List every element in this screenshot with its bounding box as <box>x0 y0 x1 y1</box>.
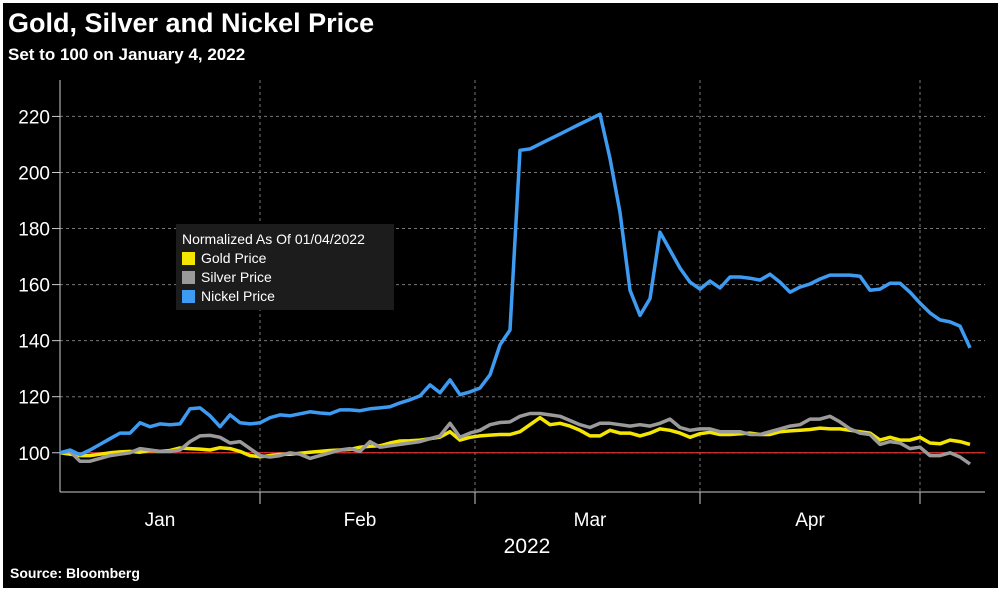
legend-swatch <box>182 290 195 303</box>
x-axis-label: 2022 <box>504 535 551 558</box>
legend: Normalized As Of 01/04/2022 Gold Price Sil… <box>176 224 394 310</box>
x-tick-label: Feb <box>344 510 377 531</box>
y-tick-label: 100 <box>18 444 50 465</box>
y-tick-label: 180 <box>18 220 50 241</box>
y-tick-label: 200 <box>18 163 50 184</box>
legend-swatch <box>182 271 195 284</box>
legend-title: Normalized As Of 01/04/2022 <box>182 231 365 247</box>
source: Source: Bloomberg <box>10 565 140 581</box>
legend-swatch <box>182 252 195 265</box>
x-tick-label: Apr <box>795 510 825 531</box>
legend-box <box>176 224 394 310</box>
y-tick-label: 160 <box>18 276 50 297</box>
y-tick-label: 140 <box>18 332 50 353</box>
background <box>3 3 998 588</box>
legend-label: Gold Price <box>201 250 267 266</box>
series-line <box>59 415 971 459</box>
legend-label: Silver Price <box>201 269 272 285</box>
series-line <box>59 411 972 466</box>
y-tick-label: 220 <box>18 107 50 128</box>
series-line <box>59 112 972 457</box>
legend-label: Nickel Price <box>201 288 275 304</box>
y-tick-label: 120 <box>18 388 50 409</box>
chart-subtitle: Set to 100 on January 4, 2022 <box>8 45 245 64</box>
chart-title: Gold, Silver and Nickel Price <box>8 8 374 38</box>
x-tick-label: Mar <box>574 510 607 531</box>
x-tick-label: Jan <box>145 510 176 531</box>
